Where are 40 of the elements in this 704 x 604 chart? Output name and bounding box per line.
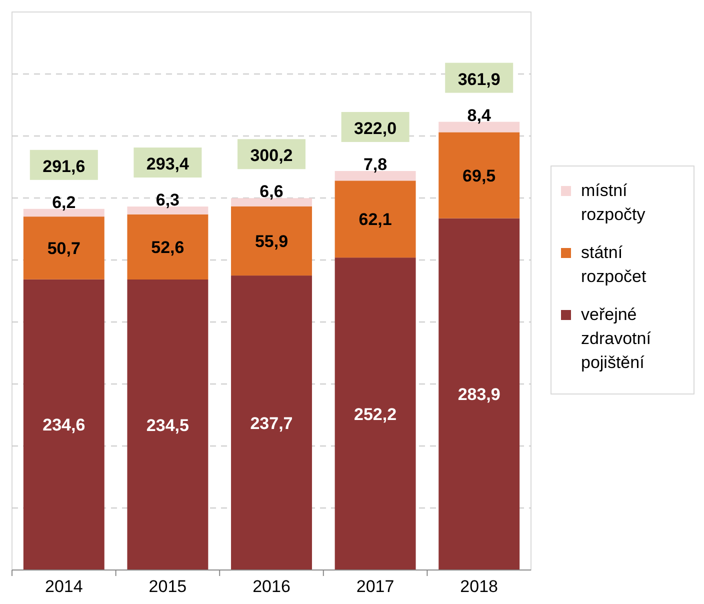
data-label: 7,8 [363,154,388,174]
x-tick-label: 2015 [148,577,187,596]
bar [438,132,520,218]
x-tick-label: 2016 [252,577,290,596]
data-label: 69,5 [462,166,496,186]
bar [127,214,208,280]
total-label: 322,0 [354,118,397,138]
data-label: 6,3 [156,190,180,210]
legend-label: místní rozpočty [581,181,646,224]
bar [231,198,312,206]
x-tick-label: 2017 [356,577,394,596]
data-label: 283,9 [458,385,500,404]
total-label: 300,2 [250,146,293,166]
legend-label: veřejné zdravotní pojištění [581,305,652,372]
data-label: 234,6 [42,416,86,435]
data-label: 6,6 [260,182,284,202]
bar [334,258,416,570]
x-tick-label: 2014 [44,577,83,596]
data-label: 252,2 [354,404,397,424]
data-label: 50,7 [47,238,80,258]
bar [438,218,520,570]
bar [127,280,208,570]
bar [231,206,312,276]
x-tick-label: 2018 [460,577,498,596]
bar [334,180,416,258]
bar [231,276,312,570]
bar [23,216,104,280]
total-label: 361,9 [458,70,500,89]
total-label: 291,6 [42,156,86,176]
data-label: 55,9 [254,232,288,251]
data-label: 52,6 [151,238,184,257]
total-label: 293,4 [146,154,190,174]
data-label: 62,1 [358,210,392,230]
bar [127,206,208,214]
bar [23,279,104,570]
data-label: 8,4 [467,106,492,125]
data-label: 237,7 [250,414,293,433]
data-label: 234,5 [146,416,189,435]
data-label: 6,2 [52,192,76,212]
legend-label: státní rozpočet [581,243,646,286]
